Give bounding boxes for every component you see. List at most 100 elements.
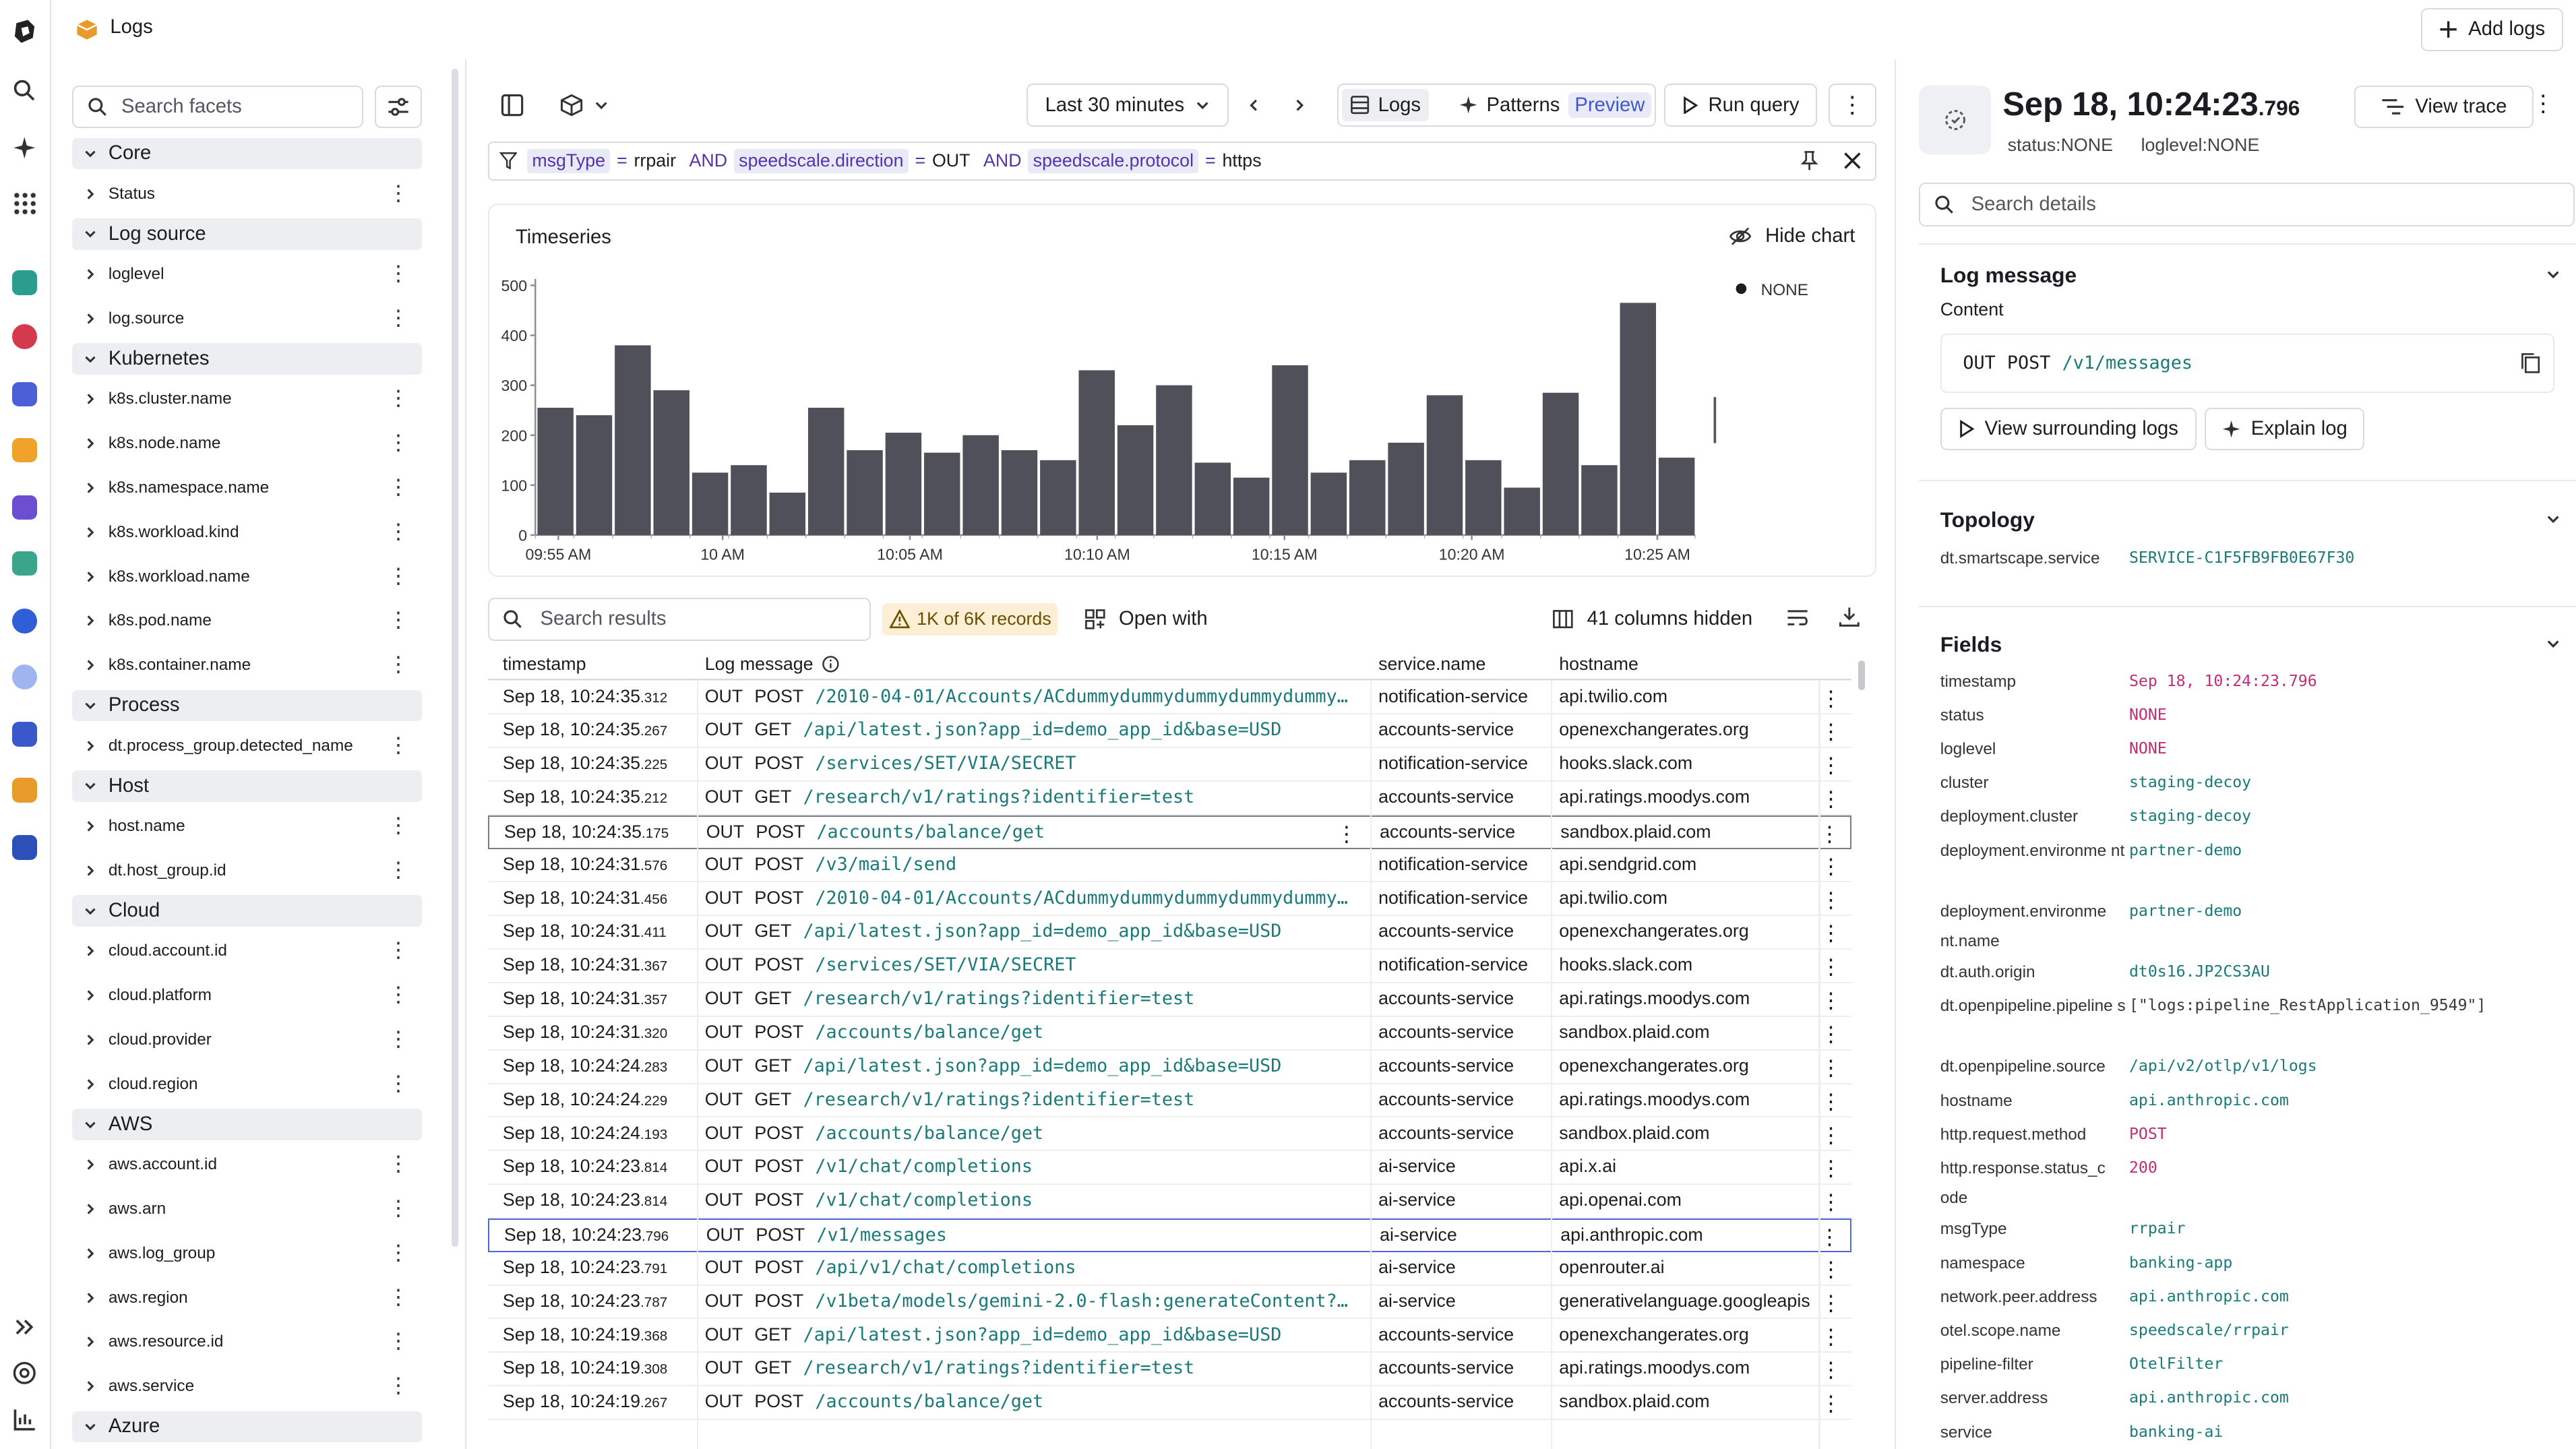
facet-group[interactable]: Cloud (72, 895, 423, 927)
fields-heading[interactable]: Fields (1940, 632, 2002, 657)
table-row[interactable]: Sep 18, 10:24:31.576 OUT POST/v3/mail/send… (487, 849, 1852, 883)
table-row[interactable]: Sep 18, 10:24:19.368 OUT GET/api/latest.js… (487, 1319, 1852, 1353)
table-row[interactable]: Sep 18, 10:24:35.212 OUT GET/research/v1/r… (487, 782, 1852, 815)
field-value[interactable]: rrpair (2129, 1220, 2186, 1238)
field-value[interactable]: api.anthropic.com (2129, 1389, 2289, 1407)
field-value[interactable]: Sep 18, 10:24:23.796 (2129, 672, 2317, 690)
chart-bar[interactable] (1272, 365, 1308, 536)
kebab-icon[interactable]: ⋮ (388, 732, 409, 757)
table-row[interactable]: Sep 18, 10:24:35.225 OUT POST/services/SET… (487, 748, 1852, 782)
facet-search-input[interactable]: Search facets (72, 85, 363, 129)
kubernetes-app-icon[interactable] (7, 378, 43, 411)
search-icon[interactable] (7, 74, 43, 107)
column-header-log-message[interactable]: Log message (705, 654, 840, 675)
kebab-icon[interactable]: ⋮ (1820, 887, 1842, 912)
field-value[interactable]: ["logs:pipeline_RestApplication_9549"] (2129, 997, 2486, 1015)
facet-item[interactable]: k8s.workload.kind ⋮ (72, 513, 422, 553)
dynatrace-logo-icon[interactable] (7, 15, 43, 48)
kebab-icon[interactable]: ⋮ (388, 607, 409, 632)
chevron-down-icon[interactable] (2545, 266, 2561, 282)
more-options-button[interactable]: ⋮ (1828, 84, 1876, 127)
kebab-icon[interactable]: ⋮ (388, 1151, 409, 1176)
timeframe-back-button[interactable] (1232, 84, 1275, 127)
facet-item[interactable]: dt.process_group.detected_name ⋮ (72, 726, 422, 766)
filter-value[interactable]: https (1222, 150, 1262, 171)
facet-group[interactable]: Azure (72, 1411, 423, 1443)
field-value[interactable]: staging-decoy (2129, 807, 2252, 826)
table-scrollbar[interactable] (1858, 660, 1865, 690)
table-row[interactable]: Sep 18, 10:24:24.229 OUT GET/research/v1/r… (487, 1084, 1852, 1118)
log-message-heading[interactable]: Log message (1940, 263, 2077, 287)
timeframe-selector[interactable]: Last 30 minutes (1026, 84, 1229, 127)
ai-sparkle-icon[interactable] (7, 131, 43, 164)
pin-icon[interactable] (1800, 150, 1819, 172)
kebab-icon[interactable]: ⋮ (388, 430, 409, 455)
field-value[interactable]: speedscale/rrpair (2129, 1321, 2289, 1339)
databases-app-icon[interactable] (7, 831, 43, 864)
facet-item[interactable]: aws.region ⋮ (72, 1278, 422, 1318)
chart-bar[interactable] (1117, 425, 1154, 536)
filter-value[interactable]: OUT (931, 150, 971, 171)
facet-item[interactable]: k8s.cluster.name ⋮ (72, 379, 422, 419)
results-search-input[interactable]: Search results (487, 598, 871, 641)
infrastructure-app-icon[interactable] (7, 547, 43, 580)
chart-bar[interactable] (1426, 395, 1463, 536)
kebab-icon[interactable]: ⋮ (1820, 1055, 1842, 1080)
open-with-button[interactable]: Open with (1084, 598, 1208, 640)
kebab-icon[interactable]: ⋮ (388, 1328, 409, 1353)
field-value[interactable]: dt0s16.JP2CS3AU (2129, 963, 2270, 981)
analytics-icon[interactable] (7, 1403, 43, 1436)
facet-group[interactable]: Log source (72, 218, 423, 250)
legend-label[interactable]: NONE (1761, 281, 1808, 299)
records-badge[interactable]: 1K of 6K records (882, 603, 1058, 636)
workflows-app-icon[interactable] (7, 605, 43, 638)
kebab-icon[interactable]: ⋮ (1820, 787, 1842, 811)
services-app-icon[interactable] (7, 491, 43, 524)
chart-bar[interactable] (1349, 460, 1386, 536)
expand-icon[interactable] (7, 1311, 43, 1344)
wrap-lines-icon[interactable] (1786, 608, 1809, 627)
topology-value[interactable]: SERVICE-C1F5FB9FB0E67F30 (2129, 549, 2355, 567)
kebab-icon[interactable]: ⋮ (388, 982, 409, 1007)
facet-group[interactable]: AWS (72, 1109, 423, 1140)
column-header-timestamp[interactable]: timestamp (502, 654, 586, 675)
field-value[interactable]: banking-app (2129, 1254, 2233, 1272)
copy-icon[interactable] (2521, 352, 2540, 374)
field-value[interactable]: /api/v2/otlp/v1/logs (2129, 1057, 2317, 1076)
chart-bar[interactable] (962, 435, 999, 536)
facet-item[interactable]: k8s.namespace.name ⋮ (72, 468, 422, 508)
chart-bar[interactable] (769, 493, 805, 536)
details-more-button[interactable]: ⋮ (2532, 90, 2554, 117)
kebab-icon[interactable]: ⋮ (388, 1195, 409, 1220)
facet-item[interactable]: aws.log_group ⋮ (72, 1234, 422, 1274)
filter-key[interactable]: msgType (527, 148, 611, 173)
timeframe-forward-button[interactable] (1278, 84, 1321, 127)
kebab-icon[interactable]: ⋮ (388, 563, 409, 588)
kebab-icon[interactable]: ⋮ (1820, 1290, 1842, 1315)
download-icon[interactable] (1839, 606, 1860, 627)
topology-heading[interactable]: Topology (1940, 507, 2035, 532)
field-value[interactable]: OtelFilter (2129, 1355, 2224, 1374)
explain-log-button[interactable]: Explain log (2205, 407, 2364, 450)
chart-bar[interactable] (1194, 462, 1231, 536)
facet-settings-button[interactable] (374, 85, 423, 129)
timeseries-chart[interactable]: 0 100 200 300 400 500 09:55 AM 10 AM 10:05 AM 10:… (489, 205, 1878, 578)
facet-item[interactable]: host.name ⋮ (72, 807, 422, 846)
table-row[interactable]: Sep 18, 10:24:35.267 OUT GET/api/latest.js… (487, 714, 1852, 749)
table-row[interactable]: Sep 18, 10:24:31.411 OUT GET/api/latest.js… (487, 916, 1852, 950)
logs-app-icon[interactable] (7, 774, 43, 807)
table-row[interactable]: Sep 18, 10:24:31.367 OUT POST/services/SET… (487, 950, 1852, 983)
kebab-icon[interactable]: ⋮ (388, 386, 409, 410)
chevron-down-icon[interactable] (2545, 636, 2561, 652)
facet-item[interactable]: cloud.account.id ⋮ (72, 931, 422, 971)
facet-item[interactable]: aws.resource.id ⋮ (72, 1322, 422, 1362)
clouds-app-icon[interactable] (7, 718, 43, 751)
table-row[interactable]: Sep 18, 10:24:31.357 OUT GET/research/v1/r… (487, 983, 1852, 1017)
facet-item[interactable]: k8s.container.name ⋮ (72, 646, 422, 685)
kebab-icon[interactable]: ⋮ (388, 1239, 409, 1264)
facet-item[interactable]: cloud.region ⋮ (72, 1065, 422, 1105)
add-logs-button[interactable]: Add logs (2421, 8, 2563, 51)
field-value[interactable]: api.anthropic.com (2129, 1287, 2289, 1305)
table-row[interactable]: Sep 18, 10:24:23.796 OUT POST/v1/messages a… (487, 1218, 1852, 1252)
kebab-icon[interactable]: ⋮ (1820, 719, 1842, 744)
